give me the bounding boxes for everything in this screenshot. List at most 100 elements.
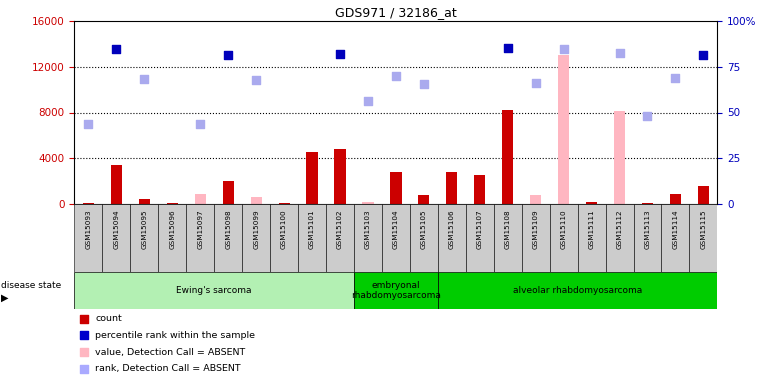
Point [194, 121, 206, 127]
Text: GSM15096: GSM15096 [169, 210, 176, 249]
Bar [214, 204, 242, 272]
Bar [307, 152, 318, 204]
Text: GSM15108: GSM15108 [505, 210, 510, 249]
Text: count: count [95, 314, 122, 323]
Bar [530, 195, 541, 204]
Text: alveolar rhabdomyosarcoma: alveolar rhabdomyosarcoma [513, 286, 642, 295]
Bar [494, 204, 521, 272]
Bar [326, 204, 354, 272]
Point [334, 51, 347, 57]
Point [641, 113, 654, 119]
Text: percentile rank within the sample: percentile rank within the sample [95, 331, 255, 340]
Text: value, Detection Call = ABSENT: value, Detection Call = ABSENT [95, 348, 245, 357]
Point [138, 76, 151, 82]
Point [418, 81, 430, 87]
Bar [689, 204, 717, 272]
Bar [242, 204, 270, 272]
Point [78, 349, 90, 355]
Bar [521, 204, 550, 272]
Text: GSM15115: GSM15115 [700, 210, 706, 249]
Bar [642, 203, 653, 204]
Point [697, 52, 710, 58]
Bar [187, 204, 214, 272]
Bar [354, 204, 382, 272]
Point [529, 80, 542, 86]
Point [390, 73, 402, 79]
Point [78, 366, 90, 372]
Bar [614, 202, 625, 204]
Point [250, 77, 263, 83]
Bar [354, 272, 437, 309]
Point [557, 46, 570, 53]
Text: GSM15110: GSM15110 [561, 210, 567, 249]
Point [78, 316, 90, 322]
Bar [558, 55, 569, 204]
Bar [251, 198, 262, 204]
Text: GSM15105: GSM15105 [421, 210, 426, 249]
Bar [437, 272, 717, 309]
Point [502, 45, 514, 51]
Text: GSM15095: GSM15095 [141, 210, 147, 249]
Bar [419, 195, 430, 204]
Bar [530, 203, 541, 204]
Bar [502, 110, 514, 204]
Bar [298, 204, 326, 272]
Bar [139, 199, 150, 204]
Bar [586, 202, 597, 204]
Bar [278, 203, 290, 204]
Bar [670, 194, 681, 204]
Bar [382, 204, 410, 272]
Bar [130, 204, 158, 272]
Bar [223, 182, 234, 204]
Point [222, 52, 234, 58]
Text: GSM15113: GSM15113 [644, 210, 651, 249]
Text: GSM15109: GSM15109 [532, 210, 539, 249]
Bar [578, 204, 605, 272]
Bar [662, 204, 689, 272]
Bar [390, 172, 401, 204]
Bar [167, 203, 178, 204]
Bar [633, 204, 662, 272]
Bar [74, 272, 354, 309]
Text: ▶: ▶ [1, 293, 9, 303]
Text: rank, Detection Call = ABSENT: rank, Detection Call = ABSENT [95, 364, 241, 373]
Bar [698, 186, 709, 204]
Bar [335, 149, 346, 204]
Bar [111, 165, 122, 204]
Text: GSM15103: GSM15103 [365, 210, 371, 249]
Bar [614, 111, 625, 204]
Text: GSM15112: GSM15112 [616, 210, 622, 249]
Point [361, 98, 374, 104]
Text: GSM15104: GSM15104 [393, 210, 399, 249]
Bar [466, 204, 494, 272]
Text: GSM15093: GSM15093 [85, 210, 92, 249]
Text: GSM15114: GSM15114 [673, 210, 678, 249]
Text: GSM15101: GSM15101 [309, 210, 315, 249]
Bar [158, 204, 187, 272]
Text: embryonal
rhabdomyosarcoma: embryonal rhabdomyosarcoma [351, 281, 441, 300]
Bar [550, 204, 578, 272]
Text: GSM15099: GSM15099 [253, 210, 260, 249]
Text: GSM15098: GSM15098 [225, 210, 231, 249]
Bar [410, 204, 437, 272]
Bar [83, 203, 94, 204]
Bar [437, 204, 466, 272]
Bar [194, 194, 206, 204]
Bar [270, 204, 298, 272]
Point [82, 121, 95, 127]
Text: disease state: disease state [1, 280, 61, 290]
Bar [362, 202, 373, 204]
Bar [605, 204, 633, 272]
Text: GSM15102: GSM15102 [337, 210, 343, 249]
Title: GDS971 / 32186_at: GDS971 / 32186_at [335, 6, 457, 20]
Text: GSM15100: GSM15100 [281, 210, 287, 249]
Bar [103, 204, 130, 272]
Bar [558, 201, 569, 204]
Text: GSM15107: GSM15107 [477, 210, 483, 249]
Text: GSM15097: GSM15097 [198, 210, 203, 249]
Point [613, 50, 626, 56]
Text: Ewing's sarcoma: Ewing's sarcoma [176, 286, 252, 295]
Point [670, 75, 682, 81]
Bar [474, 174, 485, 204]
Point [110, 46, 122, 53]
